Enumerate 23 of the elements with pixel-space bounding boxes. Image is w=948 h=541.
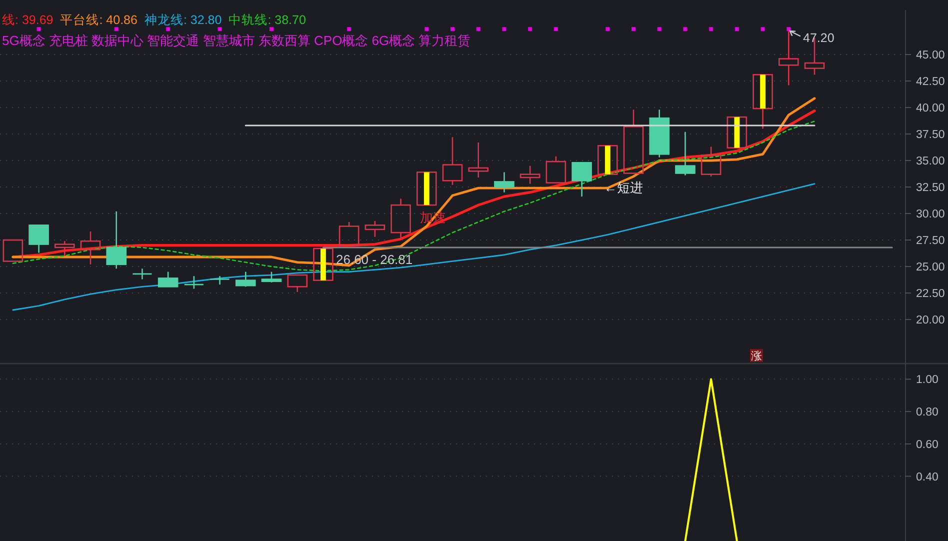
- annotation: 涨: [751, 350, 762, 362]
- y-tick-label: 25.00: [916, 262, 945, 274]
- y-tick-label: 0.40: [916, 471, 938, 484]
- y-tick-label: 0.80: [916, 406, 938, 419]
- y-tick-label: 1.00: [916, 374, 938, 386]
- annotation: ←短进: [604, 180, 643, 195]
- y-tick-label: 40.00: [916, 102, 945, 115]
- y-tick-label: 45.00: [916, 50, 945, 62]
- y-tick-label: 30.00: [916, 208, 945, 221]
- legend-item: 中轨线: 38.70: [228, 13, 306, 27]
- legend-item: 线: 39.69: [2, 13, 54, 27]
- legend-item: 平台线: 40.86: [60, 13, 138, 27]
- y-tick-label: 37.50: [916, 129, 945, 142]
- y-tick-label: 20.00: [916, 314, 945, 327]
- subtitle: 5G概念 充电桩 数据中心 智能交通 智慧城市 东数西算 CPO概念 6G概念 算力租赁: [2, 33, 471, 48]
- legend-item: 神龙线: 32.80: [144, 13, 222, 27]
- y-tick-label: 27.50: [916, 235, 945, 248]
- y-tick-label: 32.50: [916, 182, 945, 194]
- y-tick-label: 0.60: [916, 438, 938, 451]
- annotation: 47.20: [803, 31, 834, 45]
- y-tick-label: 22.50: [916, 288, 945, 300]
- y-tick-label: 35.00: [916, 156, 945, 168]
- y-tick-label: 42.50: [916, 76, 945, 88]
